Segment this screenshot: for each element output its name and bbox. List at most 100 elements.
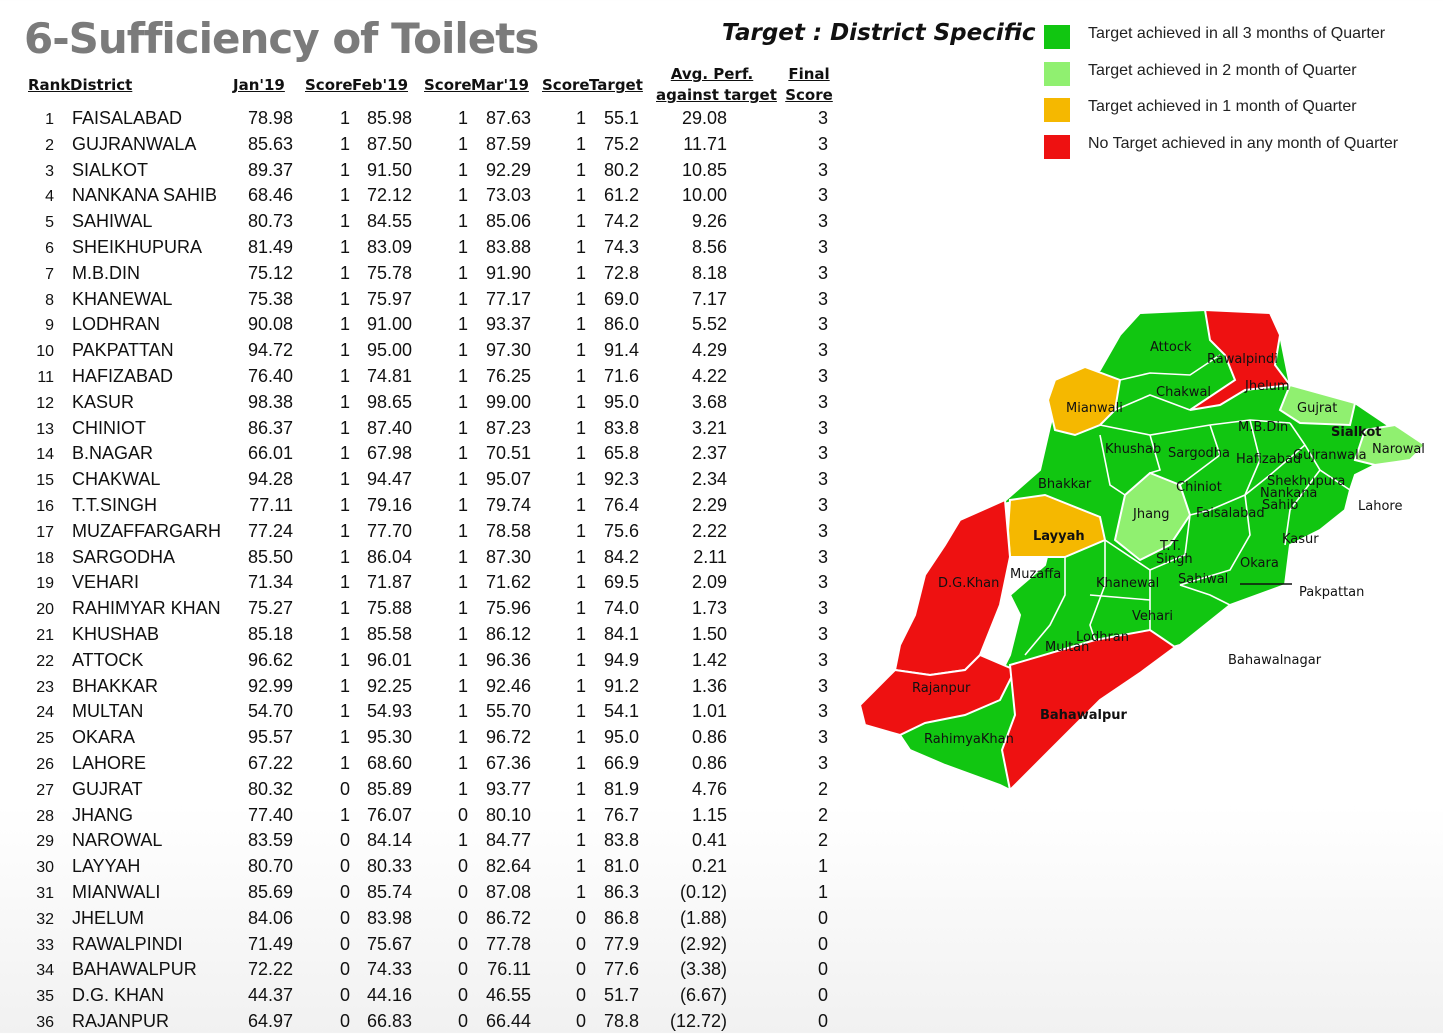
jan-value: 44.37 bbox=[247, 985, 293, 1006]
feb-value: 67.98 bbox=[366, 443, 412, 464]
avg-perf-value: 1.36 bbox=[691, 675, 727, 696]
jan-value: 80.32 bbox=[247, 778, 293, 799]
feb-score: 0 bbox=[457, 804, 468, 825]
mar-score: 1 bbox=[575, 727, 586, 748]
rank-cell: 21 bbox=[36, 626, 54, 644]
feb-value: 54.93 bbox=[366, 701, 412, 722]
final-score: 3 bbox=[817, 623, 828, 644]
feb-score: 1 bbox=[457, 185, 468, 206]
target-value: 83.8 bbox=[603, 417, 639, 438]
legend-swatch bbox=[1044, 61, 1070, 86]
jan-score: 1 bbox=[339, 133, 350, 154]
district-cell: MUZAFFARGARH bbox=[72, 520, 222, 541]
rank-cell: 9 bbox=[45, 317, 54, 335]
target-value: 76.7 bbox=[603, 804, 639, 825]
table-row: 15 CHAKWAL 94.28 1 94.47 1 95.07 1 92.3 2.34 3 bbox=[0, 467, 840, 493]
feb-score: 1 bbox=[457, 546, 468, 567]
header-avg-line2: against target bbox=[656, 86, 777, 104]
jan-score: 1 bbox=[339, 417, 350, 438]
mar-score: 0 bbox=[575, 1010, 586, 1031]
table-row: 23 BHAKKAR 92.99 1 92.25 1 92.46 1 91.2 1.36 3 bbox=[0, 674, 840, 700]
mar-score: 1 bbox=[575, 417, 586, 438]
table-row: 8 KHANEWAL 75.38 1 75.97 1 77.17 1 69.0 7.17 3 bbox=[0, 287, 840, 313]
feb-value: 75.97 bbox=[366, 288, 412, 309]
feb-score: 1 bbox=[457, 159, 468, 180]
mar-score: 1 bbox=[575, 572, 586, 593]
rank-cell: 17 bbox=[36, 523, 54, 541]
feb-score: 1 bbox=[457, 623, 468, 644]
rank-cell: 16 bbox=[36, 497, 54, 515]
map-label-rawalpindi: Rawalpindi bbox=[1207, 352, 1278, 367]
table-row: 16 T.T.SINGH 77.11 1 79.16 1 79.74 1 76.4 2.29 3 bbox=[0, 493, 840, 519]
mar-value: 93.77 bbox=[485, 778, 531, 799]
feb-value: 71.87 bbox=[366, 572, 412, 593]
map-label-dg-khan: D.G.Khan bbox=[938, 576, 999, 591]
jan-value: 75.27 bbox=[247, 598, 293, 619]
legend-label: No Target achieved in any month of Quart… bbox=[1088, 134, 1399, 152]
mar-value: 82.64 bbox=[485, 856, 531, 877]
mar-value: 76.25 bbox=[485, 365, 531, 386]
avg-perf-value: 10.00 bbox=[681, 185, 727, 206]
final-score: 3 bbox=[817, 340, 828, 361]
district-cell: LODHRAN bbox=[72, 314, 161, 335]
feb-score: 1 bbox=[457, 391, 468, 412]
jan-value: 85.50 bbox=[247, 546, 293, 567]
map-label-sheikhupura: Shekhupura bbox=[1267, 474, 1345, 489]
feb-value: 75.67 bbox=[366, 933, 412, 954]
rank-cell: 18 bbox=[36, 549, 54, 567]
table-row: 11 HAFIZABAD 76.40 1 74.81 1 76.25 1 71.6 4.22 3 bbox=[0, 364, 840, 390]
feb-value: 83.09 bbox=[366, 236, 412, 257]
final-score: 3 bbox=[817, 236, 828, 257]
final-score: 3 bbox=[817, 494, 828, 515]
final-score: 0 bbox=[817, 933, 828, 954]
feb-score: 1 bbox=[457, 572, 468, 593]
jan-score: 1 bbox=[339, 598, 350, 619]
feb-value: 94.47 bbox=[366, 469, 412, 490]
rank-cell: 19 bbox=[36, 575, 54, 593]
map-label-lodhran: Lodhran bbox=[1076, 630, 1129, 645]
mar-value: 99.00 bbox=[485, 391, 531, 412]
legend-swatch bbox=[1044, 25, 1070, 49]
map-label-narowal: Narowal bbox=[1372, 442, 1425, 457]
map-label-khushab: Khushab bbox=[1105, 442, 1161, 457]
rank-cell: 11 bbox=[37, 368, 54, 386]
jan-score: 1 bbox=[339, 520, 350, 541]
avg-perf-value: 1.15 bbox=[691, 804, 727, 825]
rank-cell: 27 bbox=[36, 781, 54, 799]
feb-score: 1 bbox=[457, 727, 468, 748]
feb-value: 84.14 bbox=[366, 830, 412, 851]
feb-value: 79.16 bbox=[366, 494, 412, 515]
district-cell: JHELUM bbox=[72, 907, 145, 928]
map-label-nankana-sahib: Sahib bbox=[1262, 498, 1298, 513]
target-value: 75.2 bbox=[603, 133, 639, 154]
jan-score: 1 bbox=[339, 469, 350, 490]
final-score: 3 bbox=[817, 314, 828, 335]
jan-value: 83.59 bbox=[247, 830, 293, 851]
final-score: 3 bbox=[817, 469, 828, 490]
header-final-line1: Final bbox=[788, 65, 830, 83]
jan-value: 94.72 bbox=[247, 340, 293, 361]
target-value: 84.2 bbox=[603, 546, 639, 567]
target-value: 83.8 bbox=[603, 830, 639, 851]
jan-score: 1 bbox=[339, 494, 350, 515]
district-cell: BHAKKAR bbox=[72, 675, 159, 696]
jan-value: 92.99 bbox=[247, 675, 293, 696]
final-score: 3 bbox=[817, 417, 828, 438]
avg-perf-value: 1.73 bbox=[691, 598, 727, 619]
district-cell: JHANG bbox=[72, 804, 134, 825]
rank-cell: 31 bbox=[36, 884, 54, 902]
avg-perf-value: 3.68 bbox=[691, 391, 727, 412]
jan-score: 1 bbox=[339, 108, 350, 128]
final-score: 0 bbox=[817, 959, 828, 980]
final-score: 3 bbox=[817, 752, 828, 773]
table-row: 28 JHANG 77.40 1 76.07 0 80.10 1 76.7 1.15 2 bbox=[0, 803, 840, 829]
avg-perf-value: 0.21 bbox=[691, 856, 727, 877]
mar-value: 87.63 bbox=[485, 108, 531, 128]
district-cell: SAHIWAL bbox=[72, 211, 153, 232]
mar-value: 66.44 bbox=[485, 1010, 531, 1031]
feb-value: 85.74 bbox=[366, 881, 412, 902]
jan-value: 86.37 bbox=[247, 417, 293, 438]
target-value: 69.0 bbox=[603, 288, 639, 309]
avg-perf-value: 7.17 bbox=[691, 288, 727, 309]
jan-value: 85.18 bbox=[247, 623, 293, 644]
